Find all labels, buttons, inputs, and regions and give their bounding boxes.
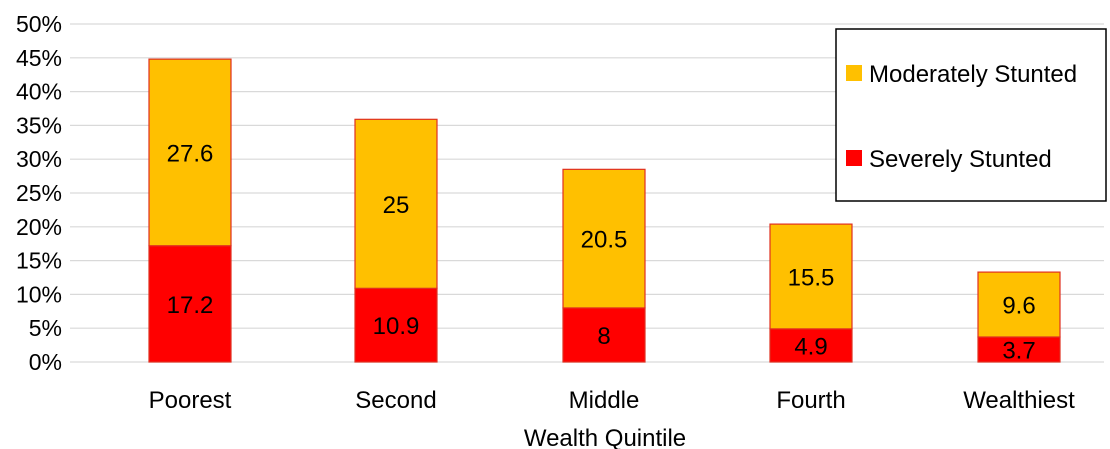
y-tick-label: 5% bbox=[29, 315, 62, 341]
x-tick-label: Second bbox=[355, 387, 436, 414]
y-tick-label: 40% bbox=[16, 79, 62, 105]
y-tick-label: 10% bbox=[16, 281, 62, 307]
bar-moderately-stunted-second bbox=[354, 118, 438, 289]
bars: 17.2 27.6 10.9 25 8 20.5 4.9 15.5 3.7 9.6 bbox=[148, 58, 1061, 364]
bar-moderately-stunted-wealthiest bbox=[977, 271, 1061, 338]
x-axis-title: Wealth Quintile bbox=[524, 425, 686, 449]
x-tick-label: Wealthiest bbox=[963, 387, 1075, 414]
x-axis-ticks: Poorest Second Middle Fourth Wealthiest bbox=[149, 387, 1075, 414]
bar-severely-stunted-second bbox=[354, 287, 438, 363]
data-label-severely-stunted-wealthiest: 3.7 bbox=[1002, 337, 1035, 364]
y-tick-label: 15% bbox=[16, 248, 62, 274]
legend-box bbox=[835, 28, 1107, 202]
bar-moderately-stunted-middle bbox=[562, 168, 646, 309]
data-label-moderately-stunted-middle: 20.5 bbox=[581, 227, 628, 254]
bar-severely-stunted-middle bbox=[562, 307, 646, 363]
legend: Moderately Stunted Severely Stunted bbox=[835, 28, 1107, 202]
bar-moderately-stunted-poorest bbox=[148, 58, 232, 247]
legend-swatch-severely-stunted bbox=[846, 150, 862, 166]
data-label-severely-stunted-middle: 8 bbox=[597, 323, 610, 350]
y-tick-label: 0% bbox=[29, 349, 62, 375]
data-label-moderately-stunted-second: 25 bbox=[383, 192, 410, 219]
y-tick-label: 30% bbox=[16, 146, 62, 172]
legend-label-moderately-stunted: Moderately Stunted bbox=[869, 61, 1077, 88]
x-tick-label: Fourth bbox=[776, 387, 845, 414]
y-tick-label: 35% bbox=[16, 112, 62, 138]
x-tick-label: Middle bbox=[569, 387, 640, 414]
bar-severely-stunted-wealthiest bbox=[977, 336, 1061, 363]
data-label-severely-stunted-fourth: 4.9 bbox=[794, 333, 827, 360]
data-label-moderately-stunted-poorest: 27.6 bbox=[167, 140, 214, 167]
y-tick-label: 45% bbox=[16, 45, 62, 71]
y-tick-label: 50% bbox=[16, 11, 62, 37]
y-tick-label: 20% bbox=[16, 214, 62, 240]
data-label-severely-stunted-poorest: 17.2 bbox=[167, 292, 214, 319]
legend-swatch-moderately-stunted bbox=[846, 65, 862, 81]
x-tick-label: Poorest bbox=[149, 387, 232, 414]
bar-moderately-stunted-fourth bbox=[769, 223, 853, 330]
data-label-severely-stunted-second: 10.9 bbox=[373, 313, 420, 340]
y-axis-ticks: 0% 5% 10% 15% 20% 25% 30% 35% 40% 45% 50% bbox=[16, 11, 62, 375]
bar-severely-stunted-poorest bbox=[148, 245, 232, 363]
legend-label-severely-stunted: Severely Stunted bbox=[869, 146, 1052, 173]
data-label-moderately-stunted-wealthiest: 9.6 bbox=[1002, 293, 1035, 320]
data-label-moderately-stunted-fourth: 15.5 bbox=[788, 264, 835, 291]
y-tick-label: 25% bbox=[16, 180, 62, 206]
